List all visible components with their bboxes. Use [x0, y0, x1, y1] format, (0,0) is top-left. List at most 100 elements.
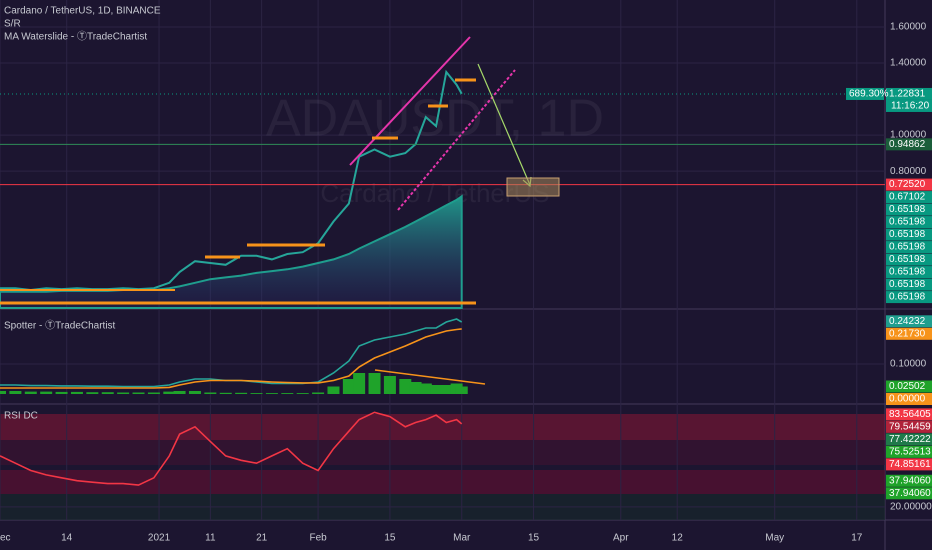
histogram-bar	[101, 392, 114, 394]
price-tag	[886, 458, 932, 471]
price-tag-label: 0.65198	[889, 279, 926, 290]
histogram-bar	[250, 393, 263, 394]
histogram-bar	[342, 379, 355, 394]
y-tick-label: 0.80000	[890, 166, 927, 177]
price-tag-label: 0.67102	[889, 192, 926, 203]
price-tag-label: 0.94862	[889, 139, 926, 150]
histogram-bar	[235, 392, 248, 394]
panel-title: Spotter - ⓉTradeChartist	[4, 320, 116, 332]
histogram-bar	[40, 391, 53, 394]
histogram-bar	[440, 385, 453, 394]
price-tag-label: 37.94060	[889, 488, 931, 499]
price-tag	[886, 216, 932, 229]
histogram-bar	[188, 391, 201, 394]
target-box	[506, 177, 560, 197]
histogram-bar	[9, 391, 22, 394]
price-tag-label: 0.65198	[889, 242, 926, 253]
price-tag	[886, 487, 932, 500]
histogram-bar	[117, 392, 130, 394]
change-label: 689.30%	[849, 89, 889, 100]
channel-line	[349, 36, 471, 166]
x-tick-label: ec	[0, 533, 11, 544]
y-tick-label: 0.10000	[890, 359, 927, 370]
price-tag	[886, 138, 932, 151]
price-tag-label: 0.65198	[889, 292, 926, 303]
histogram-bar	[173, 391, 186, 394]
histogram-bar	[430, 385, 443, 394]
price-tag-label: 0.00000	[889, 394, 926, 405]
histogram-bar	[132, 392, 145, 394]
channel-line	[397, 69, 516, 211]
price-tag	[886, 87, 932, 100]
price-tag	[886, 433, 932, 446]
histogram-bar	[368, 373, 381, 394]
histogram-bar	[353, 373, 366, 394]
rsi-band	[0, 440, 885, 465]
price-tag-label: 37.94060	[889, 475, 931, 486]
histogram-bar	[327, 386, 340, 394]
price-tag-label: 0.02502	[889, 381, 926, 392]
x-tick-label: 21	[256, 533, 268, 544]
price-tag-label: 0.72520	[889, 179, 926, 190]
price-tag	[886, 203, 932, 216]
arrow	[477, 63, 531, 186]
price-tag-label: 79.54459	[889, 422, 931, 433]
price-tag-label: 0.65198	[889, 229, 926, 240]
x-tick-label: 15	[528, 533, 540, 544]
series-line	[0, 328, 462, 389]
series-line	[0, 69, 463, 292]
price-tag	[886, 266, 932, 279]
price-tag	[886, 380, 932, 393]
histogram-bar	[409, 382, 422, 394]
price-tag	[886, 228, 932, 241]
trend-line	[374, 369, 486, 385]
price-tag	[886, 327, 932, 340]
y-tick-label: 1.60000	[890, 22, 927, 33]
rsi-band	[0, 414, 885, 440]
price-tag	[886, 178, 932, 191]
histogram-bar	[0, 391, 6, 394]
x-tick-label: Feb	[309, 533, 327, 544]
histogram-bar	[24, 391, 37, 394]
y-tick-label: 1.00000	[890, 130, 927, 141]
x-tick-label: 14	[61, 533, 73, 544]
price-tag	[886, 408, 932, 421]
price-tag	[886, 315, 932, 328]
y-tick-label: 20.00000	[890, 502, 932, 513]
x-tick-label: 2021	[148, 533, 171, 544]
histogram-bar	[55, 391, 68, 394]
price-tag-label: 0.65198	[889, 267, 926, 278]
price-tag-label: 0.65198	[889, 254, 926, 265]
indicator-label: S/R	[4, 19, 21, 30]
price-tag-label: 0.65198	[889, 217, 926, 228]
price-tag-label: 1.22831	[889, 89, 926, 100]
histogram-bar	[281, 393, 294, 394]
histogram-bar	[383, 376, 396, 394]
series-name: MA Waterslide - ⓉTradeChartist	[4, 31, 147, 43]
price-tag-label: 77.42222	[889, 434, 931, 445]
x-tick-label: Apr	[613, 533, 629, 544]
price-tag	[886, 191, 932, 204]
price-tag-label: 75.52513	[889, 447, 931, 458]
series-name: Cardano / TetherUS, 1D, BINANCE	[4, 6, 161, 17]
histogram-bar	[70, 391, 83, 394]
x-tick-label: 17	[851, 533, 863, 544]
x-tick-label: 15	[384, 533, 396, 544]
histogram-bar	[399, 379, 412, 394]
price-tag-label: 0.21730	[889, 328, 926, 339]
price-tag-label: 74.85161	[889, 459, 931, 470]
series-line	[0, 411, 463, 486]
countdown-tag	[886, 99, 932, 112]
histogram-bar	[419, 383, 432, 394]
watermark: ADAUSDT, 1D	[266, 90, 604, 148]
change-tag	[846, 87, 884, 100]
price-tag	[886, 278, 932, 291]
price-tag-label: 0.24232	[889, 316, 926, 327]
price-tag	[886, 474, 932, 487]
rsi-band	[0, 470, 885, 494]
price-tag	[886, 445, 932, 458]
panel-title: RSI DC	[4, 411, 38, 422]
histogram-bar	[265, 393, 278, 394]
